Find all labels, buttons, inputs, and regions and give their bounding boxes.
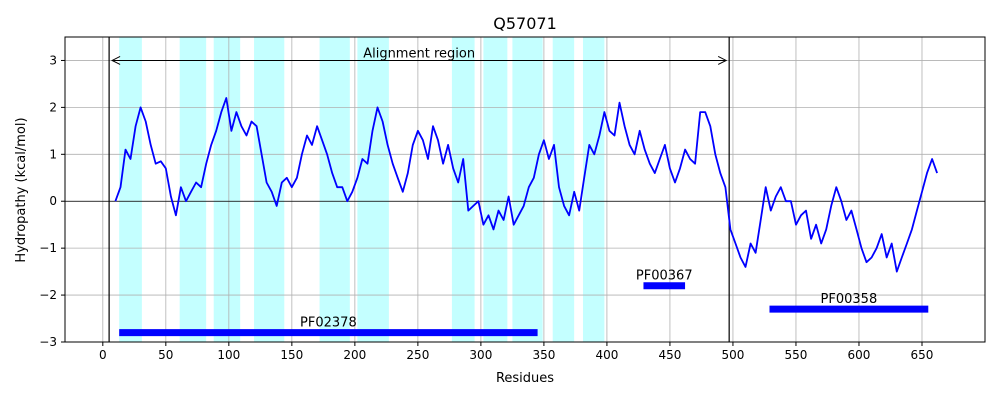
y-tick-label: 1 xyxy=(49,147,57,161)
x-tick-label: 150 xyxy=(280,348,303,362)
x-tick-label: 400 xyxy=(595,348,618,362)
plot-frame xyxy=(64,36,986,343)
x-tick-label: 650 xyxy=(911,348,934,362)
y-tick-label: 3 xyxy=(49,53,57,67)
hydropathy-series xyxy=(114,97,938,273)
y-tick-label: −2 xyxy=(39,288,57,302)
x-tick-label: 550 xyxy=(785,348,808,362)
y-tick-label: −1 xyxy=(39,241,57,255)
tm-region-3 xyxy=(213,37,241,342)
hydropathy-line xyxy=(114,97,938,273)
tm-region-11 xyxy=(582,37,605,342)
tm-region-5 xyxy=(319,37,350,342)
x-tick-label: 250 xyxy=(406,348,429,362)
x-tick-label: 450 xyxy=(658,348,681,362)
x-tick-label: 350 xyxy=(532,348,555,362)
x-tick-label: 0 xyxy=(99,348,107,362)
x-axis-ticks: 0 50 100 150 200 250 300 350 400 450 500 550 600 650 xyxy=(99,342,933,362)
y-tick-label: 0 xyxy=(49,194,57,208)
y-axis-label: Hydropathy (kcal/mol) xyxy=(14,117,29,262)
x-tick-label: 200 xyxy=(343,348,366,362)
y-tick-label: −3 xyxy=(39,335,57,349)
tm-region-8 xyxy=(483,37,508,342)
tm-region-7 xyxy=(451,37,475,342)
x-tick-label: 500 xyxy=(721,348,744,362)
tm-region-6 xyxy=(357,37,389,342)
alignment-region-label: Alignment region xyxy=(363,46,475,61)
chart-title: Q57071 xyxy=(493,14,557,33)
alignment-arrowhead-left xyxy=(110,56,121,65)
pfam-domains: PF02378 PF00367 PF00358 xyxy=(119,269,929,337)
transmembrane-highlights xyxy=(119,37,605,342)
domain-label-pf00367: PF00367 xyxy=(636,269,693,284)
x-axis-label: Residues xyxy=(496,371,554,386)
x-tick-label: 100 xyxy=(217,348,240,362)
tm-region-1 xyxy=(119,37,142,342)
y-axis-ticks: −3 −2 −1 0 1 2 3 xyxy=(39,53,65,349)
domain-label-pf00358: PF00358 xyxy=(821,292,878,307)
domain-label-pf02378: PF02378 xyxy=(300,316,357,331)
tm-region-4 xyxy=(254,37,285,342)
alignment-arrowhead-right xyxy=(717,56,728,65)
x-tick-label: 300 xyxy=(469,348,492,362)
y-tick-label: 2 xyxy=(49,100,57,114)
x-tick-label: 600 xyxy=(848,348,871,362)
tm-region-10 xyxy=(552,37,575,342)
x-tick-label: 50 xyxy=(158,348,173,362)
